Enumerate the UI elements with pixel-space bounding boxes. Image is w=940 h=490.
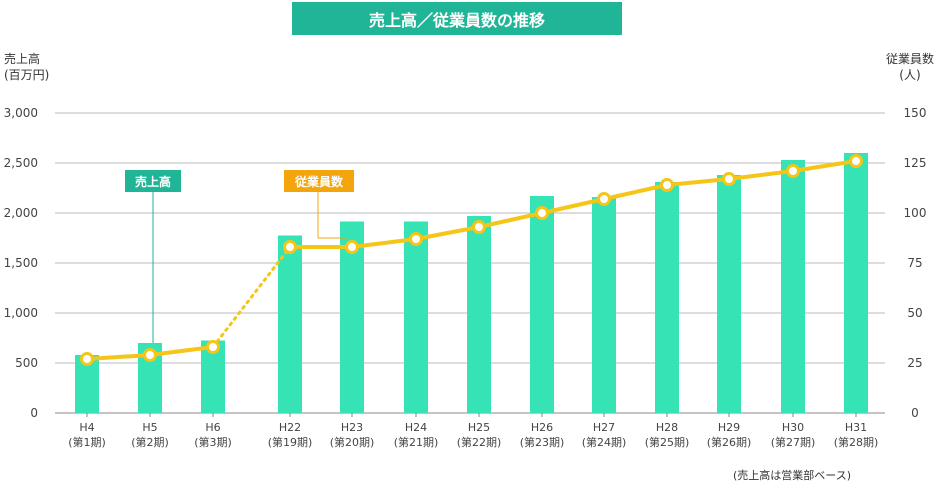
x-tick-sublabel: (第28期) (834, 435, 879, 449)
x-tick-sublabel: (第20期) (330, 435, 375, 449)
chart-title: 売上高／従業員数の推移 (368, 10, 545, 30)
employee-line-dotted-segment (211, 245, 292, 349)
left-tick-label: 2,500 (4, 156, 38, 170)
employee-line-segment (791, 159, 858, 173)
employee-point (722, 172, 736, 186)
sales-bar (781, 160, 805, 413)
employee-line-segment (477, 211, 544, 229)
right-tick-label: 150 (904, 106, 927, 120)
employee-tag-box (284, 170, 354, 192)
chart-title-banner: 売上高／従業員数の推移 (292, 2, 622, 35)
x-tick-label: H23 (341, 421, 363, 434)
employee-point (849, 154, 863, 168)
left-tick-label: 3,000 (4, 106, 38, 120)
left-tick-label: 500 (15, 356, 38, 370)
sales-bar (278, 235, 302, 413)
employee-line-segment (414, 225, 481, 241)
sales-tag-box (125, 170, 181, 192)
x-tick-label: H30 (782, 421, 804, 434)
sales-bar (530, 196, 554, 413)
x-tick-sublabel: (第23期) (520, 435, 565, 449)
employee-point (535, 206, 549, 220)
left-tick-label: 0 (30, 406, 38, 420)
x-tick-sublabel: (第27期) (771, 435, 816, 449)
employee-point (206, 340, 220, 354)
x-tick-sublabel: (第22期) (457, 435, 502, 449)
employee-line-segment (665, 177, 731, 187)
left-axis-title: 売上高 (百万円) (4, 51, 49, 83)
right-axis-unit: (人) (899, 68, 921, 82)
employee-point (409, 232, 423, 246)
x-tick-label: H25 (468, 421, 490, 434)
employee-line-segment (727, 169, 795, 181)
right-axis-title: 従業員数 (人) (886, 51, 934, 83)
x-tick-label: H27 (593, 421, 615, 434)
right-tick-label: 0 (911, 406, 919, 420)
employee-point (283, 240, 297, 254)
employee-point (597, 192, 611, 206)
footnote: (売上高は営業部ベース) (733, 469, 852, 482)
right-tick-label: 100 (904, 206, 927, 220)
employee-line-segment (540, 197, 606, 215)
sales-tag-label: 売上高 (135, 174, 171, 189)
employee-line-segment (602, 183, 669, 201)
sales-bar (592, 197, 616, 413)
x-tick-sublabel: (第3期) (194, 435, 232, 449)
right-tick-label: 75 (907, 256, 922, 270)
x-tick-sublabel: (第26期) (707, 435, 752, 449)
right-tick-label: 125 (904, 156, 927, 170)
x-tick-sublabel: (第1期) (68, 435, 106, 449)
left-tick-label: 1,000 (4, 306, 38, 320)
x-tick-sublabel: (第2期) (131, 435, 169, 449)
sales-bar (467, 216, 491, 413)
employee-point (472, 220, 486, 234)
left-axis-unit: (百万円) (4, 68, 50, 82)
employee-point (143, 348, 157, 362)
employee-point (345, 240, 359, 254)
employee-tag-label: 従業員数 (294, 174, 344, 189)
left-tick-label: 2,000 (4, 206, 38, 220)
x-tick-label: H5 (142, 421, 157, 434)
employee-point (80, 352, 94, 366)
left-tick-label: 1,500 (4, 256, 38, 270)
sales-bar (844, 153, 868, 413)
x-tick-sublabel: (第24期) (582, 435, 627, 449)
employee-line-segment (85, 353, 152, 361)
x-tick-label: H29 (718, 421, 740, 434)
right-tick-label: 25 (907, 356, 922, 370)
right-tick-label: 50 (907, 306, 922, 320)
employee-line-segment (148, 345, 215, 357)
x-tick-label: H4 (79, 421, 94, 434)
x-tick-label: H6 (205, 421, 220, 434)
x-tick-sublabel: (第19期) (268, 435, 313, 449)
employee-point (660, 178, 674, 192)
x-tick-sublabel: (第25期) (645, 435, 690, 449)
x-tick-label: H31 (845, 421, 867, 434)
x-tick-sublabel: (第21期) (394, 435, 439, 449)
employee-point (786, 164, 800, 178)
employee-line-segment (350, 237, 418, 249)
x-tick-label: H26 (531, 421, 553, 434)
left-axis-label: 売上高 (4, 52, 41, 66)
right-axis-label: 従業員数 (885, 52, 934, 66)
sales-bar (655, 182, 679, 413)
x-tick-label: H22 (279, 421, 301, 434)
x-tick-label: H24 (405, 421, 427, 434)
sales-bar (404, 221, 428, 413)
sales-bar (717, 175, 741, 413)
x-tick-label: H28 (656, 421, 678, 434)
